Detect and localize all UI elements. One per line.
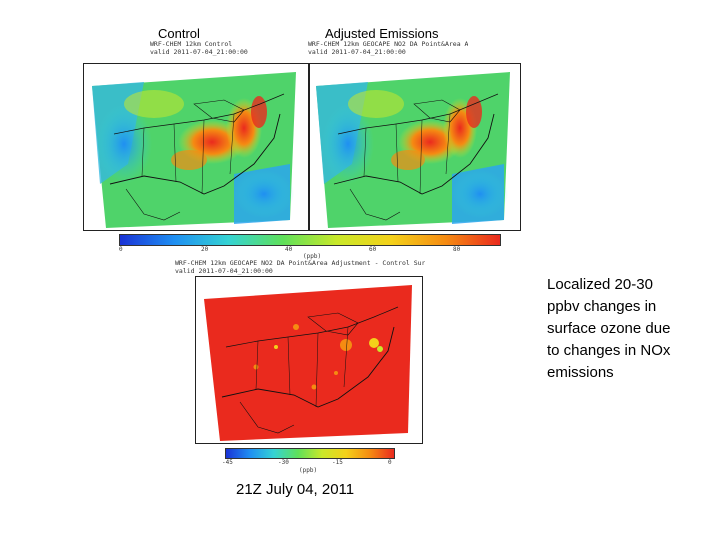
note-line: emissions bbox=[547, 364, 614, 381]
note-line: ppbv changes in bbox=[547, 298, 657, 315]
top-tick: 80 bbox=[453, 246, 461, 253]
bottom-colorbar-ticks: -45 -30 -15 0 bbox=[222, 459, 398, 467]
bottom-tick: -15 bbox=[332, 459, 343, 466]
top-colorbar-unit: (ppb) bbox=[303, 253, 322, 260]
difference-ozone-map bbox=[204, 285, 412, 441]
difference-map-valid-time: valid 2011-07-04_21:00:00 bbox=[175, 267, 273, 275]
control-map-header: WRF-CHEM 12km Control valid 2011-07-04_2… bbox=[150, 40, 305, 56]
difference-map bbox=[195, 276, 423, 444]
note-line: to changes in NOx bbox=[547, 342, 671, 359]
control-map-valid-time: valid 2011-07-04_21:00:00 bbox=[150, 48, 248, 56]
bottom-colorbar-gradient bbox=[226, 449, 394, 458]
difference-map-header: WRF-CHEM 12km GEOCAPE NO2 DA Point&Area … bbox=[175, 259, 425, 275]
adjusted-ozone-map bbox=[316, 72, 510, 228]
ozone-change-note: Localized 20-30 ppbv changes in surface … bbox=[547, 274, 670, 384]
top-colorbar-ticks: 0 20 40 60 80 bbox=[119, 246, 501, 254]
timestamp-caption: 21Z July 04, 2011 bbox=[236, 481, 355, 498]
bottom-tick: -45 bbox=[222, 459, 233, 466]
top-colorbar bbox=[119, 234, 501, 246]
adjusted-map bbox=[309, 63, 521, 231]
adjusted-map-header: WRF-CHEM 12km GEOCAPE NO2 DA Point&Area … bbox=[308, 40, 468, 56]
top-tick: 60 bbox=[369, 246, 377, 253]
bottom-colorbar bbox=[225, 448, 395, 459]
top-colorbar-gradient bbox=[120, 235, 500, 245]
difference-map-title: WRF-CHEM 12km GEOCAPE NO2 DA Point&Area … bbox=[175, 259, 425, 267]
control-map-title: WRF-CHEM 12km Control bbox=[150, 40, 233, 48]
note-line: Localized 20-30 bbox=[547, 276, 653, 293]
adjusted-map-valid-time: valid 2011-07-04_21:00:00 bbox=[308, 48, 406, 56]
control-label: Control bbox=[158, 26, 200, 41]
bottom-colorbar-unit: (ppb) bbox=[299, 467, 318, 474]
top-tick: 40 bbox=[285, 246, 293, 253]
top-tick: 0 bbox=[119, 246, 123, 253]
top-tick: 20 bbox=[201, 246, 209, 253]
bottom-tick: 0 bbox=[388, 459, 392, 466]
control-ozone-map bbox=[92, 72, 296, 228]
control-map bbox=[83, 63, 309, 231]
note-line: surface ozone due bbox=[547, 320, 671, 337]
bottom-tick: -30 bbox=[278, 459, 289, 466]
adjusted-map-title: WRF-CHEM 12km GEOCAPE NO2 DA Point&Area … bbox=[308, 40, 468, 48]
adjusted-emissions-label: Adjusted Emissions bbox=[325, 26, 439, 41]
